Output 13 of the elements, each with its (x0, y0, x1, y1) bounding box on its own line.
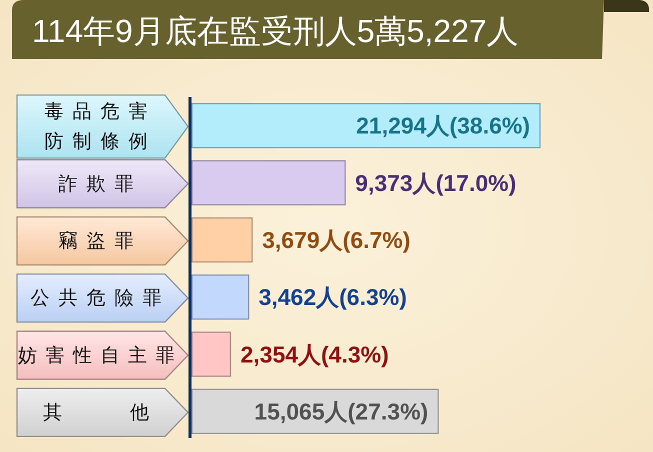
y-tick-label: 妨害性自主罪 (18, 344, 174, 366)
y-tick-label: 詐欺罪 (58, 173, 134, 194)
chart-title: 114年9月底在監受刑人5萬5,227人 (32, 13, 519, 49)
y-tick-label: 其他 (43, 402, 149, 423)
y-tick-label: 竊盜罪 (58, 229, 134, 252)
data-label: 15,065人(27.3%) (254, 398, 428, 424)
data-label: 9,373人(17.0%) (355, 170, 516, 196)
data-label: 2,354人(4.3%) (240, 341, 389, 368)
data-label: 3,462人(6.3%) (258, 284, 407, 310)
data-label: 3,679人(6.7%) (262, 226, 410, 253)
y-tick-label: 毒品危害防制條例 (44, 100, 148, 152)
y-tick-label: 公共危險罪 (30, 288, 162, 309)
data-label: 21,294人(38.6%) (356, 112, 530, 139)
